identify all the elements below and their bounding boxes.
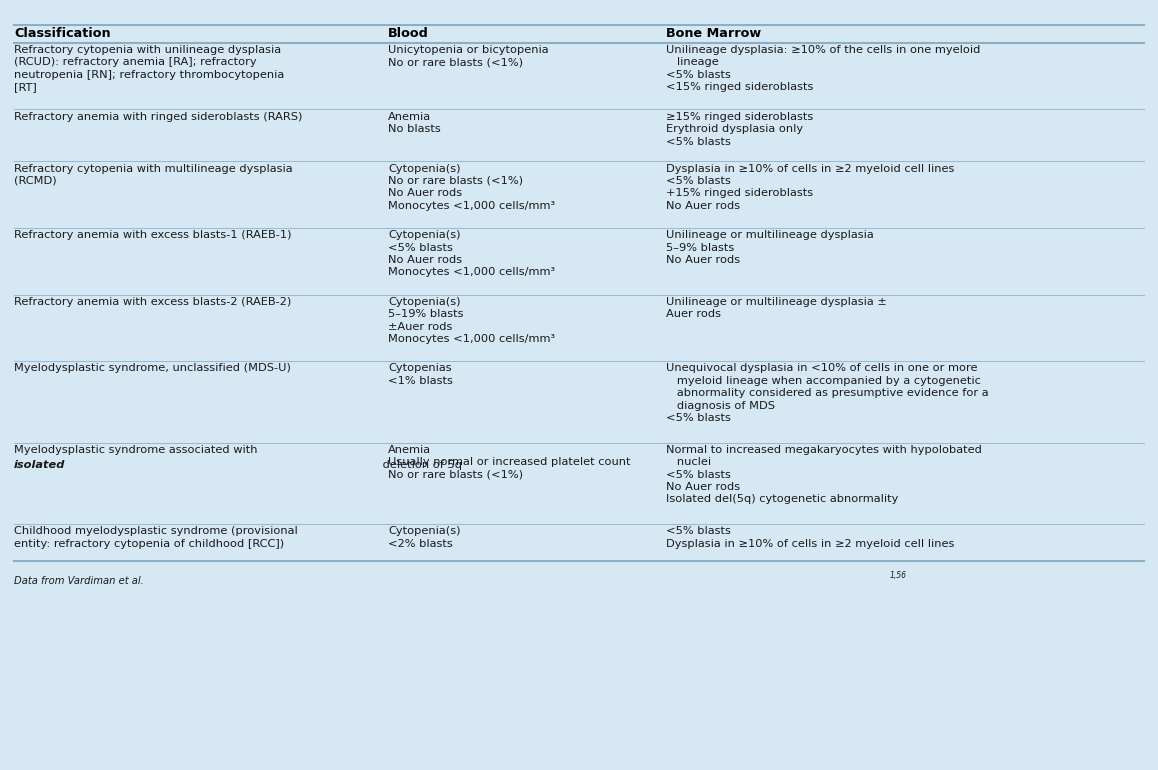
Text: deletion of 5q: deletion of 5q bbox=[379, 460, 462, 470]
Text: Myelodysplastic syndrome, unclassified (MDS-U): Myelodysplastic syndrome, unclassified (… bbox=[14, 363, 291, 373]
Text: Classification: Classification bbox=[14, 27, 110, 40]
Text: Bone Marrow: Bone Marrow bbox=[666, 27, 761, 40]
Text: Blood: Blood bbox=[388, 27, 428, 40]
Text: Data from Vardiman et al.: Data from Vardiman et al. bbox=[14, 576, 144, 586]
Text: Unilineage or multilineage dysplasia ±
Auer rods: Unilineage or multilineage dysplasia ± A… bbox=[666, 296, 887, 320]
Text: Myelodysplastic syndrome associated with: Myelodysplastic syndrome associated with bbox=[14, 445, 257, 455]
Text: Refractory cytopenia with multilineage dysplasia
(RCMD): Refractory cytopenia with multilineage d… bbox=[14, 163, 293, 186]
Text: Refractory anemia with excess blasts-2 (RAEB-2): Refractory anemia with excess blasts-2 (… bbox=[14, 296, 291, 306]
Text: Unicytopenia or bicytopenia
No or rare blasts (<1%): Unicytopenia or bicytopenia No or rare b… bbox=[388, 45, 549, 68]
Text: Cytopenias
<1% blasts: Cytopenias <1% blasts bbox=[388, 363, 453, 386]
Text: Anemia
Usually normal or increased platelet count
No or rare blasts (<1%): Anemia Usually normal or increased plate… bbox=[388, 445, 630, 480]
Text: ≥15% ringed sideroblasts
Erythroid dysplasia only
<5% blasts: ≥15% ringed sideroblasts Erythroid dyspl… bbox=[666, 112, 813, 146]
Text: Refractory anemia with excess blasts-1 (RAEB-1): Refractory anemia with excess blasts-1 (… bbox=[14, 230, 292, 240]
Text: Refractory cytopenia with unilineage dysplasia
(RCUD): refractory anemia [RA]; r: Refractory cytopenia with unilineage dys… bbox=[14, 45, 284, 92]
Text: Cytopenia(s)
5–19% blasts
±Auer rods
Monocytes <1,000 cells/mm³: Cytopenia(s) 5–19% blasts ±Auer rods Mon… bbox=[388, 296, 555, 344]
Text: Cytopenia(s)
<5% blasts
No Auer rods
Monocytes <1,000 cells/mm³: Cytopenia(s) <5% blasts No Auer rods Mon… bbox=[388, 230, 555, 277]
Text: Refractory anemia with ringed sideroblasts (RARS): Refractory anemia with ringed sideroblas… bbox=[14, 112, 302, 122]
Text: Cytopenia(s)
<2% blasts: Cytopenia(s) <2% blasts bbox=[388, 526, 461, 549]
Text: Unequivocal dysplasia in <10% of cells in one or more
   myeloid lineage when ac: Unequivocal dysplasia in <10% of cells i… bbox=[666, 363, 989, 423]
Text: Cytopenia(s)
No or rare blasts (<1%)
No Auer rods
Monocytes <1,000 cells/mm³: Cytopenia(s) No or rare blasts (<1%) No … bbox=[388, 163, 555, 211]
Text: 1,56: 1,56 bbox=[889, 571, 907, 580]
Text: Unilineage dysplasia: ≥10% of the cells in one myeloid
   lineage
<5% blasts
<15: Unilineage dysplasia: ≥10% of the cells … bbox=[666, 45, 980, 92]
Text: Unilineage or multilineage dysplasia
5–9% blasts
No Auer rods: Unilineage or multilineage dysplasia 5–9… bbox=[666, 230, 873, 265]
Text: Anemia
No blasts: Anemia No blasts bbox=[388, 112, 441, 134]
Text: Childhood myelodysplastic syndrome (provisional
entity: refractory cytopenia of : Childhood myelodysplastic syndrome (prov… bbox=[14, 526, 298, 549]
Text: isolated: isolated bbox=[14, 460, 65, 470]
Text: Normal to increased megakaryocytes with hypolobated
   nuclei
<5% blasts
No Auer: Normal to increased megakaryocytes with … bbox=[666, 445, 982, 504]
Text: Dysplasia in ≥10% of cells in ≥2 myeloid cell lines
<5% blasts
+15% ringed sider: Dysplasia in ≥10% of cells in ≥2 myeloid… bbox=[666, 163, 954, 211]
Text: <5% blasts
Dysplasia in ≥10% of cells in ≥2 myeloid cell lines: <5% blasts Dysplasia in ≥10% of cells in… bbox=[666, 526, 954, 549]
